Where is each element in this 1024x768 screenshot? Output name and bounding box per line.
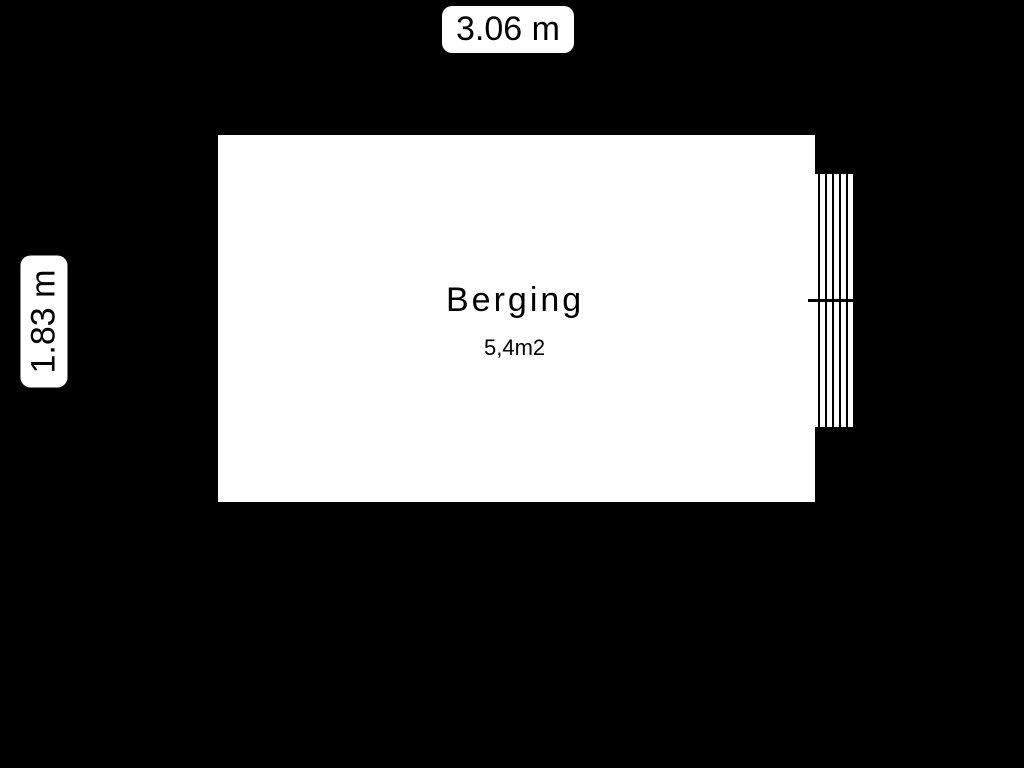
room-title: Berging xyxy=(446,281,584,320)
dim-height-label: 1.83 m xyxy=(20,256,67,388)
dim-height-tick-bottom xyxy=(20,400,34,403)
dim-height-tick-top xyxy=(20,236,34,239)
dim-width-tick-left xyxy=(430,20,433,34)
door-swing-line xyxy=(808,299,862,302)
dim-width-label: 3.06 m xyxy=(442,6,574,53)
dim-width-tick-right xyxy=(600,20,603,34)
room-area: 5,4m2 xyxy=(484,335,545,361)
